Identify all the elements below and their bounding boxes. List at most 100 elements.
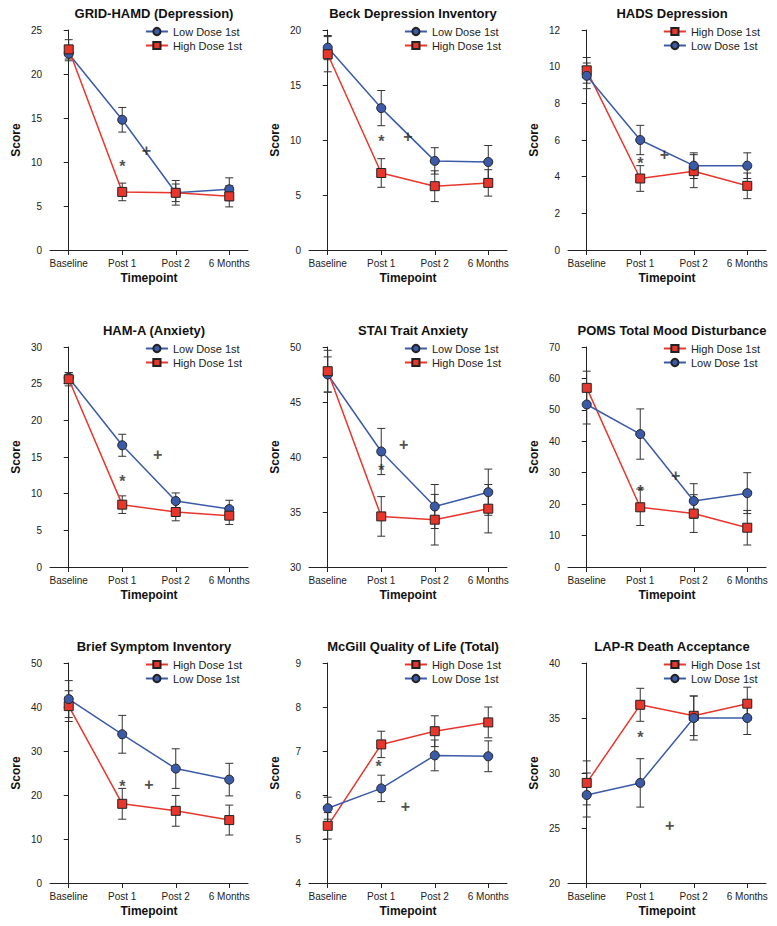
svg-text:30: 30 [31, 342, 43, 353]
svg-text:Timepoint: Timepoint [120, 904, 177, 918]
svg-text:20: 20 [290, 25, 302, 36]
svg-text:Baseline: Baseline [568, 258, 607, 269]
svg-text:6 Months: 6 Months [209, 891, 250, 902]
svg-text:60: 60 [549, 373, 561, 384]
svg-text:10: 10 [31, 157, 43, 168]
svg-text:Brief Symptom Inventory: Brief Symptom Inventory [77, 639, 232, 654]
svg-text:6 Months: 6 Months [468, 891, 509, 902]
svg-text:+: + [403, 128, 412, 145]
svg-text:Score: Score [9, 440, 23, 474]
svg-text:6 Months: 6 Months [209, 258, 250, 269]
svg-text:Score: Score [9, 123, 23, 157]
svg-text:0: 0 [554, 562, 560, 573]
svg-text:70: 70 [549, 342, 561, 353]
svg-text:High Dose 1st: High Dose 1st [173, 357, 242, 369]
svg-text:Low Dose 1st: Low Dose 1st [432, 26, 499, 38]
svg-text:High Dose 1st: High Dose 1st [432, 659, 501, 671]
svg-text:Post 2: Post 2 [680, 575, 709, 586]
svg-text:6: 6 [295, 790, 301, 801]
svg-text:45: 45 [290, 397, 302, 408]
svg-text:25: 25 [31, 378, 43, 389]
svg-text:Timepoint: Timepoint [379, 904, 436, 918]
svg-text:Low Dose 1st: Low Dose 1st [691, 673, 758, 685]
svg-text:15: 15 [31, 452, 43, 463]
svg-text:Post 2: Post 2 [421, 575, 450, 586]
svg-text:20: 20 [549, 499, 561, 510]
svg-text:Baseline: Baseline [50, 575, 89, 586]
svg-text:20: 20 [31, 790, 43, 801]
svg-text:Post 2: Post 2 [162, 575, 191, 586]
svg-text:High Dose 1st: High Dose 1st [691, 343, 760, 355]
svg-text:Score: Score [268, 440, 282, 474]
svg-text:Post 1: Post 1 [626, 891, 655, 902]
svg-text:10: 10 [290, 135, 302, 146]
svg-text:High Dose 1st: High Dose 1st [432, 40, 501, 52]
svg-text:+: + [671, 467, 680, 484]
svg-text:Post 2: Post 2 [162, 891, 191, 902]
svg-text:Post 1: Post 1 [626, 575, 655, 586]
svg-text:Score: Score [527, 440, 541, 474]
svg-text:*: * [378, 133, 385, 150]
svg-text:6 Months: 6 Months [727, 575, 768, 586]
svg-text:GRID-HAMD (Depression): GRID-HAMD (Depression) [75, 6, 234, 21]
svg-text:Baseline: Baseline [568, 891, 607, 902]
svg-text:5: 5 [295, 190, 301, 201]
svg-text:Low Dose 1st: Low Dose 1st [691, 357, 758, 369]
svg-text:10: 10 [31, 488, 43, 499]
svg-text:0: 0 [36, 245, 42, 256]
svg-text:Score: Score [9, 756, 23, 790]
svg-text:20: 20 [31, 69, 43, 80]
svg-text:Post 1: Post 1 [108, 891, 137, 902]
svg-text:High Dose 1st: High Dose 1st [173, 40, 242, 52]
svg-text:50: 50 [549, 404, 561, 415]
svg-text:20: 20 [31, 415, 43, 426]
svg-text:Score: Score [527, 123, 541, 157]
svg-text:6 Months: 6 Months [727, 258, 768, 269]
svg-text:Post 2: Post 2 [680, 258, 709, 269]
svg-text:Post 1: Post 1 [108, 258, 137, 269]
svg-text:Post 1: Post 1 [108, 575, 137, 586]
svg-text:Low Dose 1st: Low Dose 1st [173, 673, 240, 685]
svg-text:50: 50 [290, 342, 302, 353]
svg-text:4: 4 [295, 878, 301, 889]
svg-text:Low Dose 1st: Low Dose 1st [173, 26, 240, 38]
svg-text:5: 5 [295, 834, 301, 845]
svg-text:Post 2: Post 2 [162, 258, 191, 269]
svg-text:Timepoint: Timepoint [379, 271, 436, 285]
svg-text:+: + [660, 146, 669, 163]
svg-text:40: 40 [549, 436, 561, 447]
svg-text:McGill Quality of Life (Total): McGill Quality of Life (Total) [327, 639, 499, 654]
svg-text:50: 50 [31, 658, 43, 669]
svg-text:High Dose 1st: High Dose 1st [691, 26, 760, 38]
svg-text:Beck Depression Inventory: Beck Depression Inventory [329, 6, 497, 21]
svg-text:8: 8 [295, 702, 301, 713]
svg-text:2: 2 [554, 208, 560, 219]
svg-text:25: 25 [549, 823, 561, 834]
svg-text:*: * [637, 729, 644, 746]
svg-text:Post 1: Post 1 [626, 258, 655, 269]
svg-text:15: 15 [31, 113, 43, 124]
svg-text:LAP-R Death Acceptance: LAP-R Death Acceptance [594, 639, 750, 654]
svg-text:+: + [153, 446, 162, 463]
svg-text:High Dose 1st: High Dose 1st [691, 659, 760, 671]
svg-text:40: 40 [31, 702, 43, 713]
svg-text:Timepoint: Timepoint [638, 588, 695, 602]
svg-text:Score: Score [268, 123, 282, 157]
svg-text:4: 4 [554, 171, 560, 182]
svg-text:High Dose 1st: High Dose 1st [173, 659, 242, 671]
svg-text:25: 25 [31, 25, 43, 36]
svg-text:6 Months: 6 Months [727, 891, 768, 902]
svg-text:0: 0 [36, 878, 42, 889]
svg-text:Low Dose 1st: Low Dose 1st [432, 673, 499, 685]
svg-text:5: 5 [36, 201, 42, 212]
svg-text:+: + [401, 798, 410, 815]
svg-text:+: + [399, 436, 408, 453]
svg-text:*: * [375, 758, 382, 775]
svg-text:Baseline: Baseline [50, 258, 89, 269]
svg-text:*: * [119, 778, 126, 795]
svg-text:Post 1: Post 1 [367, 575, 396, 586]
svg-text:Baseline: Baseline [50, 891, 89, 902]
svg-text:30: 30 [549, 467, 561, 478]
svg-text:Low Dose 1st: Low Dose 1st [173, 343, 240, 355]
svg-text:6 Months: 6 Months [209, 575, 250, 586]
